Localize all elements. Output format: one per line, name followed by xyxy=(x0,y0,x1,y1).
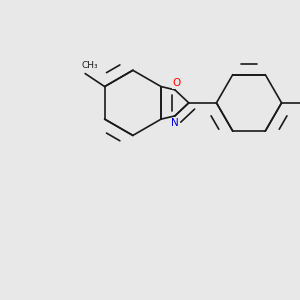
Text: N: N xyxy=(171,118,179,128)
Text: CH₃: CH₃ xyxy=(81,61,98,70)
Text: O: O xyxy=(172,78,181,88)
